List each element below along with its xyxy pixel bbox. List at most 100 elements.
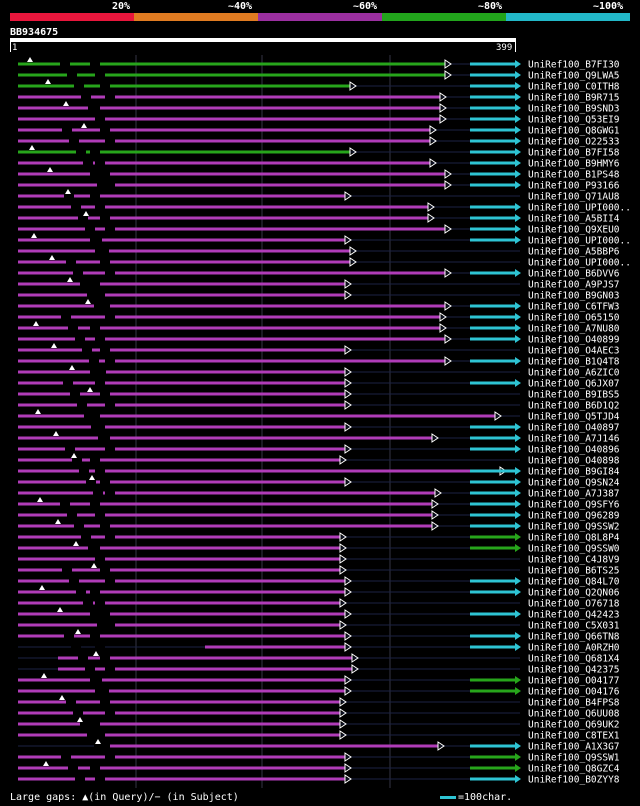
query-gap-marker: [63, 101, 69, 106]
hit-name: UniRef100_B9GN03: [528, 291, 620, 302]
trailing-arrow: [515, 467, 521, 475]
hit-name: UniRef100_Q681X4: [528, 654, 620, 665]
alignment-bar: [18, 546, 340, 550]
hit-name: UniRef100_O22533: [528, 137, 620, 148]
alignment-bar: [18, 62, 445, 66]
subject-gap: [61, 755, 71, 759]
alignment-end-arrow: [439, 323, 447, 333]
subject-gap: [81, 535, 91, 539]
alignment-bar: [18, 425, 345, 429]
alignment-end-arrow: [344, 642, 352, 652]
legend-bar-80: [382, 13, 506, 21]
subject-gap: [75, 337, 85, 341]
hit-name: UniRef100_Q9SSW2: [528, 522, 620, 533]
hit-name: UniRef100_A7J146: [528, 434, 620, 445]
scale-legend: =100char.: [440, 792, 512, 803]
subject-gap: [100, 744, 110, 748]
query-gap-marker: [95, 739, 101, 744]
alignment-bar: [18, 183, 445, 187]
query-gap-marker: [31, 233, 37, 238]
subject-gap: [78, 216, 88, 220]
alignment-bar: [18, 348, 345, 352]
hit-name: UniRef100_Q9SSW0: [528, 544, 620, 555]
subject-gap: [100, 480, 110, 484]
hit-name: UniRef100_Q69UK2: [528, 720, 620, 731]
hit-name: UniRef100_UPI000..: [528, 236, 631, 247]
hit-name: UniRef100_A7NU80: [528, 324, 620, 335]
alignment-end-arrow: [339, 532, 347, 542]
alignment-end-arrow: [444, 169, 452, 179]
hit-name: UniRef100_A6ZIC0: [528, 368, 620, 379]
alignment-end-arrow: [429, 136, 437, 146]
trailing-arrow: [515, 324, 521, 332]
subject-gap: [66, 260, 76, 264]
hit-name: UniRef100_O40898: [528, 456, 620, 467]
alignment-end-arrow: [351, 653, 359, 663]
alignment-end-arrow: [344, 752, 352, 762]
subject-gap: [95, 249, 105, 253]
subject-gap: [64, 634, 74, 638]
subject-gap: [97, 623, 107, 627]
subject-gap: [100, 436, 110, 440]
subject-gap: [81, 95, 91, 99]
subject-gap: [95, 733, 105, 737]
trailing-arrow: [515, 159, 521, 167]
alignment-end-arrow: [344, 378, 352, 388]
alignment-bar: [58, 667, 352, 671]
alignment-bar: [18, 502, 432, 506]
hit-name: UniRef100_B6TS25: [528, 566, 620, 577]
alignment-end-arrow: [444, 59, 452, 69]
alignment-bar: [18, 370, 345, 374]
query-gap-marker: [77, 717, 83, 722]
alignment-end-arrow: [431, 433, 439, 443]
subject-gap: [89, 359, 99, 363]
trailing-arrow: [515, 104, 521, 112]
alignment-bar: [18, 227, 445, 231]
scale-bar: [440, 795, 456, 799]
query-start: 1: [12, 43, 18, 53]
trailing-arrow: [515, 269, 521, 277]
query-gap-marker: [35, 409, 41, 414]
subject-gap: [90, 62, 100, 66]
hit-name: UniRef100_C4J8V9: [528, 555, 620, 566]
hit-name: UniRef100_A9PJS7: [528, 280, 620, 291]
trailing-arrow: [515, 500, 521, 508]
subject-gap: [90, 722, 100, 726]
alignment-end-arrow: [339, 730, 347, 740]
alignment-bar: [18, 436, 432, 440]
subject-gap: [80, 722, 90, 726]
subject-gap: [73, 271, 83, 275]
alignment-bar: [18, 491, 435, 495]
gaps-legend: Large gaps: ▲(in Query)/− (in Subject): [10, 792, 239, 803]
trailing-arrow: [515, 71, 521, 79]
alignment-end-arrow: [439, 312, 447, 322]
trailing-arrow: [515, 643, 521, 651]
trailing-arrow: [515, 126, 521, 134]
hit-name: UniRef100_Q53EI9: [528, 115, 620, 126]
query-gap-marker: [71, 453, 77, 458]
trailing-arrow: [515, 445, 521, 453]
trailing-arrow: [515, 423, 521, 431]
alignment-end-arrow: [349, 257, 357, 267]
alignment-bar: [18, 414, 495, 418]
alignment-bar: [18, 128, 430, 132]
legend-label-40: ~40%: [228, 1, 253, 12]
alignment-bar: [18, 194, 345, 198]
subject-gap: [90, 370, 100, 374]
alignment-end-arrow: [427, 213, 435, 223]
alignment-bar: [18, 722, 340, 726]
hit-name: UniRef100_Q8GWG1: [528, 126, 620, 137]
subject-gap: [69, 579, 79, 583]
query-gap-marker: [69, 365, 75, 370]
hit-name: UniRef100_C6TFW3: [528, 302, 620, 313]
subject-gap: [72, 458, 82, 462]
subject-gap: [75, 777, 85, 781]
query-gap-marker: [39, 585, 45, 590]
subject-gap: [78, 656, 88, 660]
alignment-bar: [18, 315, 440, 319]
alignment-end-arrow: [344, 609, 352, 619]
query-gap-marker: [83, 211, 89, 216]
alignment-bar: [18, 139, 430, 143]
hit-name: UniRef100_O40897: [528, 423, 620, 434]
subject-gap: [67, 73, 77, 77]
